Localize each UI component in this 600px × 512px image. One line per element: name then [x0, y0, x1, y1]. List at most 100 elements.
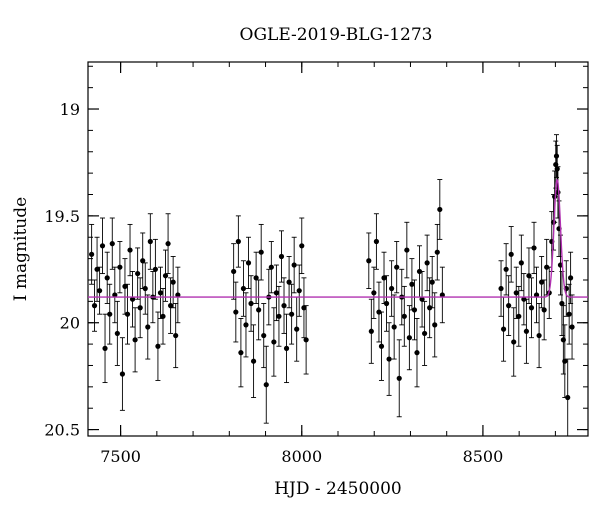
data-point	[437, 206, 443, 213]
data-point	[498, 285, 504, 292]
data-point	[102, 345, 108, 351]
chart-title: OGLE-2019-BLG-1273	[240, 25, 433, 45]
data-point	[250, 358, 257, 364]
data-point	[129, 296, 136, 302]
data-point	[434, 249, 440, 255]
data-point	[109, 241, 115, 247]
data-point	[411, 307, 418, 313]
data-point	[278, 253, 285, 260]
data-point	[404, 247, 410, 253]
data-point	[175, 292, 181, 298]
data-point	[233, 309, 239, 315]
data-point	[162, 273, 169, 279]
data-point	[142, 285, 148, 292]
data-point	[528, 305, 535, 311]
data-point	[383, 300, 390, 307]
data-point	[439, 292, 445, 298]
data-point	[389, 285, 395, 292]
data-point	[296, 288, 302, 294]
y-tick-label: 19.5	[44, 207, 80, 226]
data-point	[286, 279, 292, 285]
data-point	[503, 266, 509, 272]
data-point	[427, 305, 433, 311]
model-curve	[88, 178, 588, 298]
data-point	[119, 371, 126, 377]
data-point	[366, 258, 372, 264]
data-point	[99, 243, 106, 249]
error-bars	[89, 134, 575, 437]
data-point	[416, 268, 423, 275]
x-axis: 7500 8000 8500	[100, 62, 556, 466]
y-axis: 19 19.5 20 20.5	[44, 65, 588, 440]
data-point	[248, 300, 254, 307]
data-point	[500, 326, 507, 332]
data-point	[386, 356, 392, 362]
data-point	[568, 275, 574, 281]
data-point	[424, 260, 430, 266]
data-point	[391, 324, 397, 330]
data-point	[565, 394, 571, 401]
data-point	[132, 337, 138, 343]
data-point	[114, 330, 120, 337]
data-point	[569, 324, 575, 330]
data-point	[89, 251, 95, 257]
data-point	[523, 328, 530, 334]
data-point	[562, 358, 568, 364]
data-point	[566, 311, 572, 317]
data-point	[155, 343, 161, 349]
data-point	[165, 241, 171, 247]
data-point	[289, 311, 295, 317]
data-point	[261, 332, 267, 339]
data-point	[560, 337, 566, 343]
data-point	[294, 326, 300, 332]
data-point	[553, 161, 559, 168]
data-point	[378, 343, 385, 349]
data-point	[127, 247, 133, 253]
data-point	[273, 290, 280, 296]
data-point	[140, 258, 146, 264]
data-point	[544, 264, 550, 270]
data-point	[124, 311, 131, 317]
data-points	[89, 153, 575, 401]
data-point	[406, 335, 412, 341]
data-point	[96, 288, 103, 294]
data-point	[526, 273, 532, 279]
y-tick-label: 20	[60, 314, 80, 333]
data-point	[243, 322, 249, 328]
x-tick-label: 8500	[463, 447, 504, 466]
data-point	[256, 307, 262, 313]
x-tick-label: 7500	[100, 447, 141, 466]
data-point	[263, 382, 269, 388]
data-point	[160, 313, 166, 319]
data-point	[559, 300, 565, 307]
data-point	[122, 283, 128, 289]
data-point	[536, 332, 542, 339]
data-point	[112, 292, 118, 298]
data-point	[432, 322, 438, 328]
data-point	[104, 275, 110, 281]
data-point	[291, 262, 297, 268]
data-point	[401, 313, 407, 319]
x-tick-label: 8000	[281, 447, 322, 466]
plot-frame	[87, 61, 589, 437]
data-point	[271, 339, 277, 345]
data-point	[541, 307, 547, 313]
data-point	[511, 339, 517, 345]
y-tick-label: 19	[60, 100, 80, 119]
data-point	[521, 296, 527, 302]
data-point	[276, 313, 282, 319]
data-point	[94, 266, 100, 272]
data-point	[419, 296, 425, 302]
data-point	[173, 332, 179, 339]
data-point	[368, 328, 374, 334]
data-point	[376, 309, 382, 315]
data-point	[91, 303, 98, 309]
data-point	[258, 249, 264, 255]
data-point	[107, 311, 113, 317]
data-point	[414, 350, 420, 356]
data-point	[238, 350, 244, 356]
data-point	[373, 238, 380, 245]
data-point	[394, 264, 400, 270]
data-point	[429, 279, 435, 285]
